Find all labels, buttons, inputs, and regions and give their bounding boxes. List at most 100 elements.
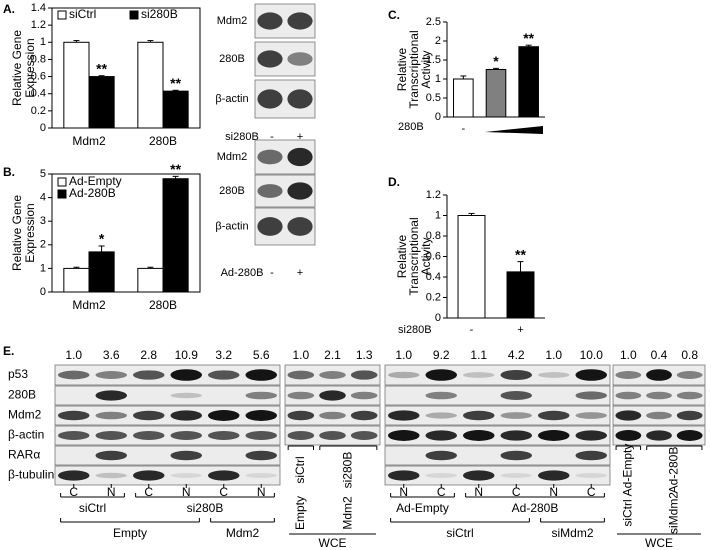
blot-band [257, 89, 283, 109]
quantification: 2.1 [324, 348, 341, 362]
blot-band [287, 147, 313, 167]
quantification: 1.0 [395, 348, 412, 362]
blot-row-label: Mdm2 [8, 408, 42, 422]
bar [162, 90, 189, 129]
blot-strip [384, 385, 611, 406]
bar [63, 267, 90, 293]
y-tick-label: 0.4 [31, 88, 46, 100]
y-axis-label: Expression [23, 203, 37, 262]
blot-band [388, 371, 420, 379]
blot-band [95, 411, 127, 420]
blot-band [170, 410, 202, 421]
blot-row-label: RARα [8, 448, 40, 462]
blot-band [463, 410, 495, 421]
significance-mark: ** [170, 75, 181, 91]
blot-band [287, 410, 315, 421]
blot-band [500, 412, 532, 419]
blot-band [170, 392, 202, 399]
group-label: siCtrl [79, 501, 106, 515]
y-tick-label: 1.2 [31, 19, 46, 31]
blot-band [245, 450, 277, 461]
blot-band [170, 473, 202, 478]
y-axis-label: Transcriptional [407, 30, 421, 108]
blot-lane: + [297, 267, 303, 279]
blot-row-label: Mdm2 [217, 15, 248, 27]
blot-band [257, 217, 283, 236]
blot-row-label: 280B [8, 388, 36, 402]
y-tick-label: 0 [435, 111, 441, 123]
lane-label: N [474, 485, 483, 499]
blot-band [95, 450, 127, 461]
blot-band [133, 410, 165, 421]
panel-label: C. [388, 8, 400, 22]
blot-row-label: β-tubulin [8, 468, 54, 482]
x-tick-label: Mdm2 [72, 298, 106, 312]
blot-row-label: β-actin [215, 220, 248, 232]
x-tick-label: - [461, 123, 465, 135]
legend-swatch [57, 189, 67, 199]
blot-band [615, 430, 642, 441]
blot-band [538, 410, 570, 421]
y-tick-label: 0.8 [31, 53, 46, 65]
bar [88, 76, 115, 129]
quantification: 1.0 [292, 348, 309, 362]
blot-band [170, 450, 202, 461]
quantification: 1.0 [65, 348, 82, 362]
y-tick-label: 0 [40, 122, 46, 134]
blot-band [287, 12, 313, 30]
legend-swatch [57, 10, 67, 20]
bar [88, 251, 115, 293]
quantification: 0.4 [651, 348, 668, 362]
x-tick-label: 280B [149, 298, 177, 312]
quantification: 10.0 [580, 348, 604, 362]
blot-band [287, 391, 315, 400]
significance-mark: ** [96, 60, 107, 76]
group-label: Ad-280B [512, 501, 559, 515]
legend-label: Ad-Empty [69, 174, 122, 188]
blot-strip [54, 364, 281, 386]
wce-label: WCE [645, 536, 673, 550]
quantification: 9.2 [433, 348, 450, 362]
group-label: Ad-280B [667, 447, 681, 494]
blot-band [319, 411, 346, 420]
x-tick-label: + [517, 324, 523, 336]
plot-frame [51, 173, 201, 293]
bar [137, 41, 164, 129]
blot-band [287, 89, 313, 109]
blot-band [500, 430, 532, 441]
blot-band [245, 369, 277, 381]
lane-label: N [399, 485, 408, 499]
blot-band [133, 431, 165, 440]
y-tick-label: 1.2 [426, 189, 441, 201]
lane-label: N [107, 485, 116, 499]
blot-band [319, 390, 346, 401]
blot-band [646, 391, 672, 400]
quantification: 2.8 [140, 348, 157, 362]
quantification: 4.2 [508, 348, 525, 362]
blot-band [95, 472, 127, 479]
blot-band [646, 430, 672, 441]
bar [137, 267, 164, 293]
blot-band [500, 473, 532, 478]
legend-label: Ad-280B [69, 186, 116, 200]
blot-band [646, 369, 672, 381]
group-label: siCtrl [621, 499, 635, 526]
y-tick-label: 0.5 [426, 92, 441, 104]
y-axis-label: Relative [395, 235, 409, 279]
blot-band [425, 391, 457, 400]
legend-label: siCtrl [69, 7, 96, 21]
bar [485, 69, 507, 118]
blot-band [208, 431, 240, 440]
blot-band [538, 470, 570, 481]
x-axis-label: 280B [398, 121, 424, 133]
blot-band [257, 50, 283, 68]
blot-band [676, 391, 703, 400]
quantification: 1.1 [470, 348, 487, 362]
blot-band [58, 410, 90, 421]
blot-band [245, 391, 277, 400]
lane-label: C [437, 485, 446, 499]
blot-band [287, 52, 313, 66]
blot-strip [54, 425, 281, 446]
blot-band [58, 370, 90, 380]
blot-band [350, 431, 378, 440]
